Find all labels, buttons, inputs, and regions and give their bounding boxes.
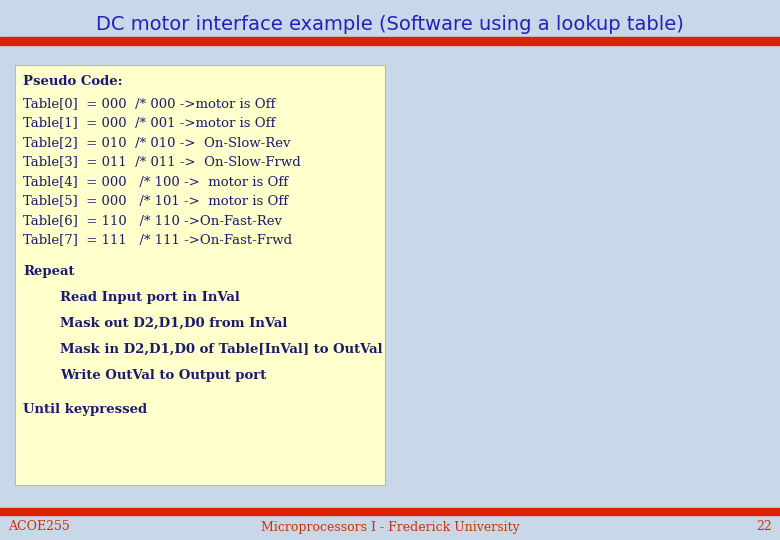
Text: Read Input port in InVal: Read Input port in InVal	[60, 291, 240, 304]
Text: Table[7]  = 111   /* 111 ->On-Fast-Frwd: Table[7] = 111 /* 111 ->On-Fast-Frwd	[23, 233, 292, 246]
Bar	[0, 508, 780, 515]
Text: Repeat: Repeat	[23, 265, 75, 278]
Text: Table[1]  = 000  /* 001 ->motor is Off: Table[1] = 000 /* 001 ->motor is Off	[23, 117, 275, 130]
Text: Write OutVal to Output port: Write OutVal to Output port	[60, 369, 266, 382]
Text: Table[2]  = 010  /* 010 ->  On-Slow-Rev: Table[2] = 010 /* 010 -> On-Slow-Rev	[23, 136, 290, 149]
Text: Table[0]  = 000  /* 000 ->motor is Off: Table[0] = 000 /* 000 ->motor is Off	[23, 97, 275, 110]
Text: Mask in D2,D1,D0 of Table[InVal] to OutVal: Mask in D2,D1,D0 of Table[InVal] to OutV…	[60, 343, 383, 356]
Text: Microprocessors I - Frederick University: Microprocessors I - Frederick University	[261, 521, 519, 534]
FancyBboxPatch shape	[15, 65, 385, 485]
Text: Table[3]  = 011  /* 011 ->  On-Slow-Frwd: Table[3] = 011 /* 011 -> On-Slow-Frwd	[23, 156, 301, 168]
Text: Pseudo Code:: Pseudo Code:	[23, 75, 122, 88]
Text: Mask out D2,D1,D0 from InVal: Mask out D2,D1,D0 from InVal	[60, 317, 287, 330]
Text: Table[4]  = 000   /* 100 ->  motor is Off: Table[4] = 000 /* 100 -> motor is Off	[23, 175, 288, 188]
Text: Table[5]  = 000   /* 101 ->  motor is Off: Table[5] = 000 /* 101 -> motor is Off	[23, 194, 288, 207]
Bar	[0, 37, 780, 45]
Text: ACOE255: ACOE255	[8, 521, 69, 534]
Text: Until keypressed: Until keypressed	[23, 403, 147, 416]
Text: 22: 22	[757, 521, 772, 534]
Text: Table[6]  = 110   /* 110 ->On-Fast-Rev: Table[6] = 110 /* 110 ->On-Fast-Rev	[23, 214, 282, 227]
Text: DC motor interface example (Software using a lookup table): DC motor interface example (Software usi…	[96, 16, 684, 35]
